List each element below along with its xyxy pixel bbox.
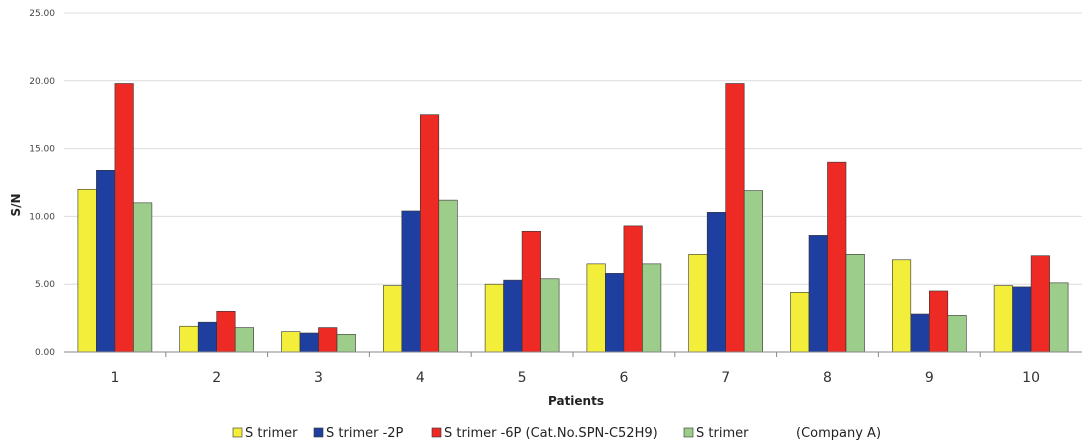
y-tick-label: 25.00 [29,9,55,19]
bar [891,259,912,353]
x-tick-label: 2 [212,370,221,386]
bar [725,83,745,353]
bar [928,290,949,353]
legend-label: S trimer -2P [326,426,404,441]
x-tick-label: 7 [721,370,730,386]
bar [77,188,97,353]
x-tick-label: 8 [823,370,832,386]
bar [114,83,134,353]
bar [503,279,523,353]
bar [419,114,440,353]
legend-swatch [683,427,694,438]
bar [743,190,764,353]
x-tick-label: 1 [110,370,119,386]
bar [688,254,708,353]
bar [642,263,662,353]
bar [133,202,153,353]
x-tick-label: 5 [518,370,527,386]
legend-suffix: (Company A) [796,426,881,441]
bar [1012,286,1032,353]
x-axis [64,351,1082,357]
legend-label: S trimer [245,426,298,441]
y-tick-label: 5.00 [35,280,55,290]
bar [808,235,828,353]
y-axis-title: S/N [9,193,23,216]
legend-label: S trimer -6P (Cat.No.SPN-C52H9) [444,426,658,441]
bar [96,169,116,353]
y-tick-label: 20.00 [29,77,55,87]
bar [234,327,254,353]
bar [1030,255,1050,353]
x-axis-ticks: 1 2 3 4 5 6 7 8 9 10 [110,370,1040,386]
y-tick-label: 10.00 [29,212,55,222]
bars [77,83,1069,353]
bar [586,263,606,353]
legend-swatch [431,427,442,438]
bar [438,199,458,353]
gridlines [64,12,1082,285]
x-axis-title: Patients [548,394,604,408]
y-axis-ticks: 0.00 5.00 10.00 15.00 20.00 25.00 [29,9,55,358]
bar [993,285,1013,353]
legend-swatch [313,427,324,438]
bar [910,313,930,353]
bar [336,334,356,353]
legend: S trimer S trimer -2P S trimer -6P (Cat.No… [232,426,881,441]
bar [401,210,421,353]
bar [382,285,403,353]
x-tick-label: 3 [314,370,323,386]
bar [521,231,541,353]
x-tick-label: 10 [1022,370,1040,386]
y-tick-label: 0.00 [35,348,55,358]
bar [790,292,810,353]
bar [623,225,643,353]
bar [299,332,319,353]
bar [540,278,560,353]
bar [827,161,847,353]
bar [197,321,217,353]
y-tick-label: 15.00 [29,145,55,155]
bar [179,325,199,353]
bar [1049,282,1069,353]
bar [845,254,865,353]
bar [484,283,504,353]
bar [706,212,727,353]
legend-label: S trimer [696,426,749,441]
legend-swatch [232,427,243,438]
bar [605,273,625,353]
bar [947,315,967,353]
bar [318,327,338,353]
bar [216,311,236,353]
x-tick-label: 6 [619,370,628,386]
x-tick-label: 4 [416,370,425,386]
x-tick-label: 9 [925,370,934,386]
bar [281,331,301,353]
